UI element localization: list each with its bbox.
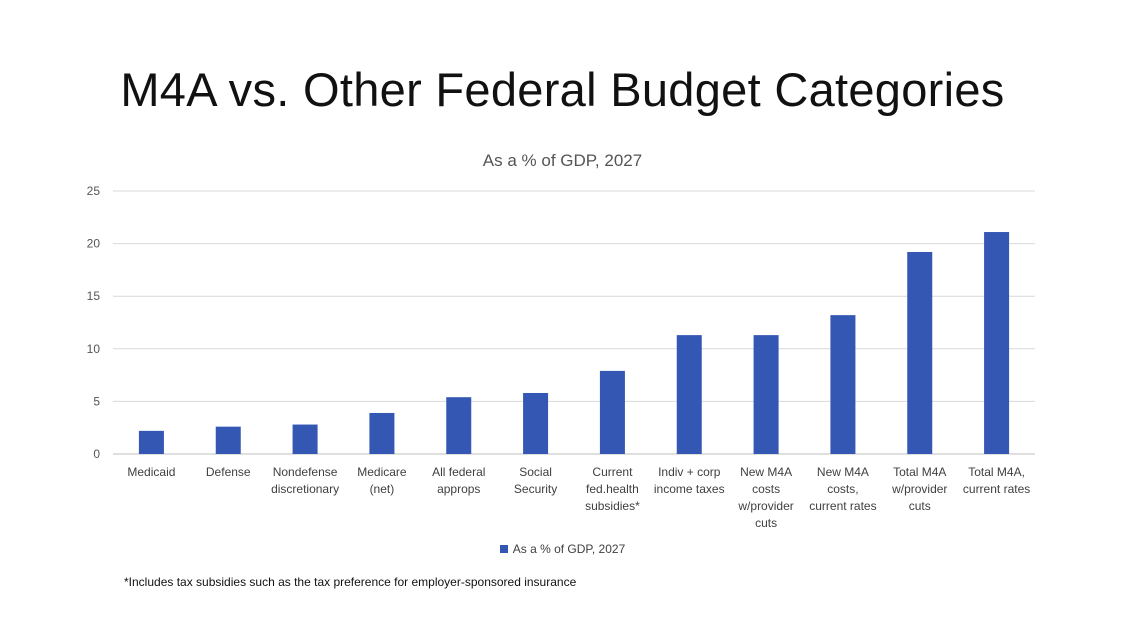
x-category-label: Total M4A, current rates	[963, 465, 1030, 496]
y-tick-label: 25	[87, 184, 101, 198]
x-category-label: Defense	[206, 465, 251, 479]
chart-title: As a % of GDP, 2027	[482, 151, 643, 170]
bar	[446, 397, 472, 454]
x-category-label: All federal approps	[432, 465, 485, 496]
bar	[369, 412, 395, 454]
bar-chart: 0 5 10 15 20 25 Medicaid Defense Nondefense disc…	[87, 184, 1035, 530]
y-tick-label: 10	[87, 342, 101, 356]
bar	[215, 426, 241, 454]
x-category-label: Indiv + corp income taxes	[654, 465, 725, 496]
x-category-label: Current fed.health subsidies*	[585, 465, 640, 513]
x-category-label: Medicaid	[127, 465, 175, 479]
x-category-label: Social Security	[514, 465, 557, 496]
y-tick-label: 0	[93, 447, 100, 461]
x-category-label: Nondefense discretionary	[271, 465, 339, 496]
bar	[523, 392, 549, 454]
bar	[753, 335, 779, 454]
y-tick-label: 15	[87, 289, 101, 303]
bar	[292, 424, 318, 454]
bar	[907, 252, 933, 454]
bar	[676, 335, 702, 454]
x-category-label: Total M4A w/provider cuts	[891, 465, 947, 513]
y-axis-tick-labels: 0 5 10 15 20 25	[87, 184, 101, 461]
legend-swatch	[499, 545, 508, 553]
legend-label: As a % of GDP, 2027	[512, 542, 626, 556]
gridlines	[113, 190, 1035, 455]
x-category-label: Medicare (net)	[357, 465, 407, 496]
x-category-label: New M4A costs, current rates	[809, 465, 876, 513]
footnote: *Includes tax subsidies such as the tax …	[124, 575, 577, 589]
slide-title: M4A vs. Other Federal Budget Categories	[120, 63, 1005, 116]
y-tick-label: 20	[87, 237, 101, 251]
bar	[830, 315, 856, 454]
chart-legend: As a % of GDP, 2027	[0, 542, 1125, 556]
bar	[138, 430, 164, 454]
x-axis-category-labels: Medicaid Defense Nondefense discretionary Me…	[127, 465, 1030, 530]
bar	[984, 232, 1010, 454]
x-category-label: New M4A costs w/provider cuts	[737, 465, 793, 530]
bar	[599, 370, 625, 454]
y-tick-label: 5	[93, 394, 100, 408]
bars	[138, 232, 1010, 454]
